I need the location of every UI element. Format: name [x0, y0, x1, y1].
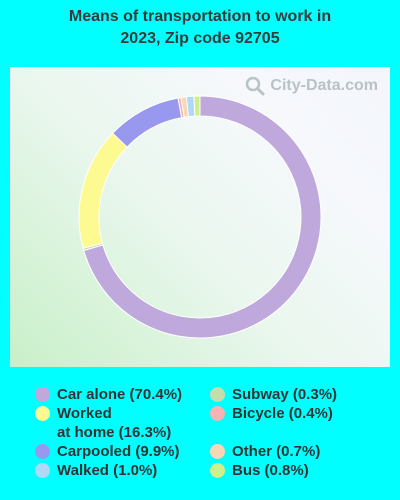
legend-label: Subway (0.3%) — [232, 385, 337, 404]
legend-label: Bicycle (0.4%) — [232, 404, 333, 423]
legend-item: Carpooled (9.9%) — [35, 442, 180, 461]
legend-item: Subway (0.3%) — [210, 385, 337, 404]
slice-car-alone — [83, 95, 322, 339]
legend-swatch — [210, 463, 225, 478]
legend-item: Other (0.7%) — [210, 442, 320, 461]
legend-swatch — [210, 444, 225, 459]
legend-swatch — [210, 387, 225, 402]
legend-item: Bus (0.8%) — [210, 461, 309, 480]
chart-title-line-1: Means of transportation to work in — [68, 8, 332, 25]
legend-label-line: Worked — [57, 405, 112, 422]
legend-swatch — [35, 387, 50, 402]
legend-label: Worked at home (16.3%) — [57, 404, 171, 442]
plot-area: City-Data.com — [10, 67, 390, 367]
legend-label-line: Walked (1.0%) — [57, 462, 158, 479]
legend-label: Carpooled (9.9%) — [57, 442, 180, 461]
legend-swatch — [35, 463, 50, 478]
legend-item: Worked at home (16.3%) — [35, 404, 171, 442]
watermark-text: City-Data.com — [270, 77, 378, 94]
legend-label-line: Subway (0.3%) — [232, 386, 338, 403]
legend-label-line: Bicycle (0.4%) — [232, 405, 333, 422]
legend-item: Walked (1.0%) — [35, 461, 157, 480]
magnifier-icon — [246, 76, 265, 96]
legend-label: Car alone (70.4%) — [57, 385, 182, 404]
legend-swatch — [35, 444, 50, 459]
legend-swatch — [35, 406, 50, 421]
legend-label-line: Car alone (70.4%) — [57, 386, 183, 403]
slice-worked-at-home — [78, 132, 128, 249]
legend-item: Car alone (70.4%) — [35, 385, 182, 404]
chart-title: Means of transportation to work in 2023,… — [0, 6, 400, 50]
legend-label: Other (0.7%) — [232, 442, 320, 461]
watermark: City-Data.com — [245, 76, 378, 96]
donut-chart — [78, 95, 322, 339]
legend-label-line: Carpooled (9.9%) — [57, 443, 180, 460]
legend-label-line: at home (16.3%) — [57, 424, 172, 441]
legend-swatch — [210, 406, 225, 421]
slice-carpooled — [111, 97, 183, 148]
legend-label-line: Other (0.7%) — [232, 443, 321, 460]
chart-title-line-2: 2023, Zip code 92705 — [120, 30, 280, 47]
slice-bus — [193, 95, 201, 117]
legend-label-line: Bus (0.8%) — [232, 462, 309, 479]
legend-label: Walked (1.0%) — [57, 461, 157, 480]
legend-label: Bus (0.8%) — [232, 461, 309, 480]
legend-item: Bicycle (0.4%) — [210, 404, 333, 423]
